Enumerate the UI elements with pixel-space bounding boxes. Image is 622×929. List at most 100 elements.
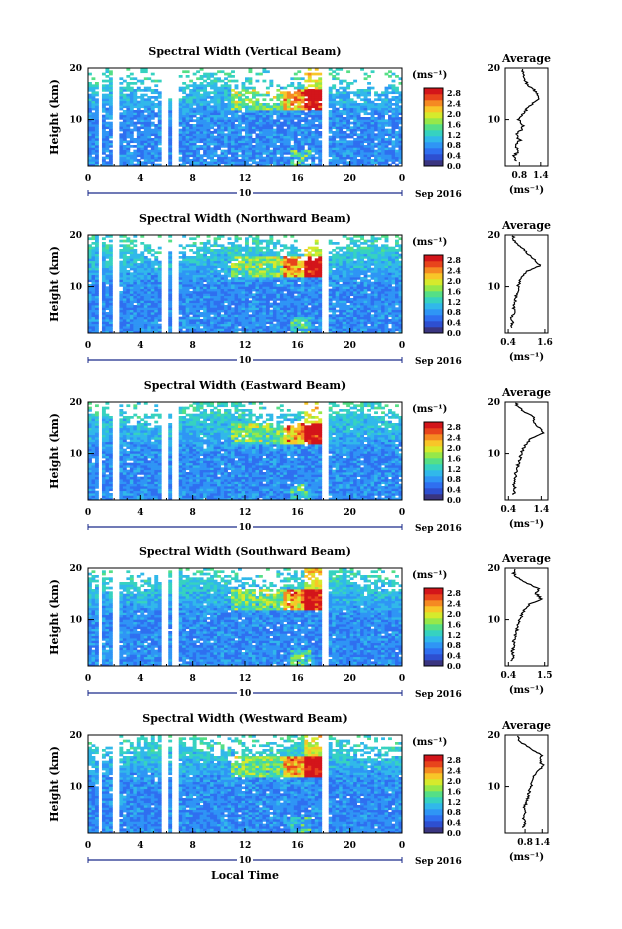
heatmap-cell <box>276 277 281 280</box>
heatmap-cell <box>133 263 138 266</box>
heatmap-cell <box>314 107 319 111</box>
heatmap-cell <box>251 302 256 306</box>
heatmap-cell <box>192 96 197 99</box>
heatmap-cell <box>304 316 309 320</box>
heatmap-cell <box>150 159 155 162</box>
heatmap-cell <box>311 89 316 92</box>
heatmap-cell <box>168 323 173 327</box>
heatmap-cell <box>279 284 284 287</box>
heatmap-cell <box>213 251 218 255</box>
heatmap-cell <box>154 284 159 287</box>
heatmap-cell <box>150 298 155 301</box>
heatmap-cell <box>342 93 347 97</box>
heatmap-cell <box>189 274 194 278</box>
heatmap-cell <box>251 242 256 245</box>
heatmap-cell <box>182 314 187 318</box>
heatmap-cell <box>136 89 141 92</box>
heatmap-cell <box>94 140 99 144</box>
heatmap-cell <box>220 258 225 262</box>
heatmap-cell <box>286 107 291 111</box>
heatmap-cell <box>199 135 204 139</box>
heatmap-cell <box>108 152 113 155</box>
heatmap-cell <box>182 142 187 146</box>
heatmap-cell <box>199 260 204 264</box>
heatmap-cell <box>178 267 183 271</box>
heatmap-cell <box>136 302 141 306</box>
heatmap-cell <box>126 152 131 155</box>
heatmap-cell <box>224 316 228 320</box>
heatmap-cell <box>245 328 249 332</box>
heatmap-cell <box>360 131 365 134</box>
heatmap-cell <box>367 156 371 160</box>
heatmap-cell <box>332 100 337 104</box>
heatmap-cell <box>272 263 277 266</box>
heatmap-cell <box>304 314 309 318</box>
heatmap-cell <box>248 267 253 271</box>
profile-x-tick-label: 0.8 <box>511 171 527 181</box>
heatmap-cell <box>178 163 183 167</box>
heatmap-cell <box>129 246 134 250</box>
heatmap-cell <box>283 121 288 125</box>
heatmap-cell <box>147 114 152 118</box>
heatmap-cell <box>370 70 375 74</box>
heatmap-cell <box>119 121 124 125</box>
heatmap-cell <box>314 277 319 280</box>
heatmap-cell <box>276 263 281 266</box>
heatmap-cell <box>210 330 214 334</box>
heatmap-cell <box>297 293 302 297</box>
heatmap-cell <box>241 295 246 299</box>
heatmap-cell <box>91 163 96 167</box>
heatmap-cell <box>189 319 194 322</box>
heatmap-cell <box>88 110 92 113</box>
heatmap-cell <box>258 272 263 276</box>
heatmap-cell <box>377 124 382 127</box>
heatmap-cell <box>206 128 211 132</box>
heatmap-cell <box>210 135 214 139</box>
heatmap-cell <box>377 103 382 106</box>
heatmap-cell <box>262 239 267 243</box>
heatmap-cell <box>143 161 148 165</box>
heatmap-cell <box>91 267 96 271</box>
heatmap-cell <box>126 251 131 255</box>
heatmap-cell <box>248 326 253 329</box>
heatmap-cell <box>255 258 260 262</box>
heatmap-cell <box>140 235 145 238</box>
heatmap-cell <box>395 112 399 116</box>
heatmap-cell <box>307 328 312 332</box>
heatmap-cell <box>189 265 194 269</box>
heatmap-cell <box>297 291 302 294</box>
heatmap-cell <box>224 281 228 285</box>
heatmap-cell <box>290 316 295 320</box>
heatmap-cell <box>335 149 340 153</box>
heatmap-cell <box>241 309 246 313</box>
heatmap-cell <box>391 142 396 146</box>
heatmap-cell <box>126 112 131 116</box>
heatmap-cell <box>293 131 298 134</box>
heatmap-cell <box>185 75 190 78</box>
heatmap-cell <box>241 319 246 322</box>
heatmap-cell <box>185 103 190 106</box>
heatmap-cell <box>286 98 291 102</box>
heatmap-cell <box>108 149 113 153</box>
heatmap-cell <box>276 124 281 127</box>
heatmap-cell <box>178 270 183 273</box>
heatmap-cell <box>154 156 159 160</box>
heatmap-cell <box>238 281 242 285</box>
heatmap-cell <box>272 145 277 148</box>
heatmap-cell <box>196 131 201 134</box>
heatmap-cell <box>318 133 323 137</box>
heatmap-cell <box>297 154 302 158</box>
heatmap-cell <box>220 105 225 109</box>
heatmap-cell <box>377 96 382 99</box>
profile-line <box>511 68 540 162</box>
heatmap-cell <box>227 119 232 123</box>
heatmap-cell <box>272 112 277 116</box>
heatmap-cell <box>269 295 274 299</box>
heatmap-cell <box>395 91 399 95</box>
heatmap-cell <box>143 163 148 167</box>
heatmap-cell <box>108 117 113 120</box>
heatmap-cell <box>126 126 131 130</box>
heatmap-cell <box>318 77 323 81</box>
heatmap-cell <box>143 138 148 141</box>
heatmap-cell <box>255 270 260 273</box>
